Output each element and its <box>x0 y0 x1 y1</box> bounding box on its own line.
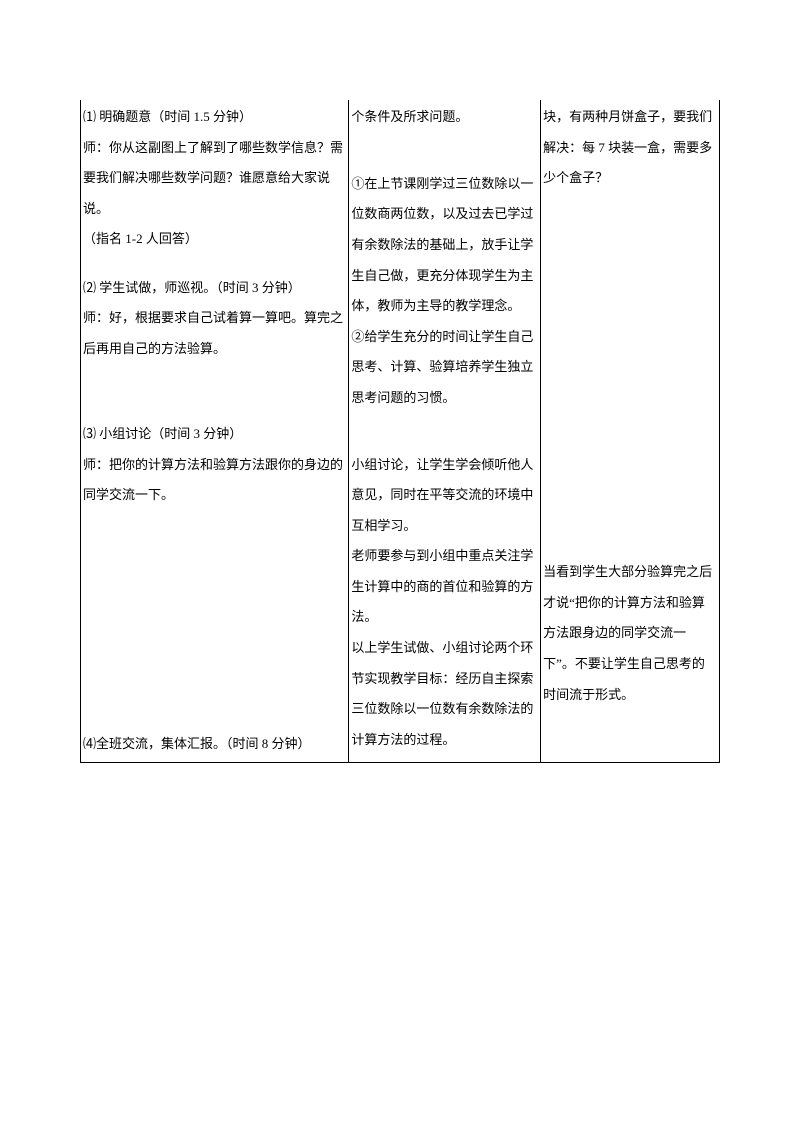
spacer <box>543 466 717 484</box>
spacer <box>543 485 717 503</box>
spacer <box>83 674 346 692</box>
intent-continuation: 个条件及所求问题。 <box>351 102 538 133</box>
design-intent-cell: 个条件及所求问题。 ①在上节课刚学过三位数除以一位数商两位数，以及过去已学过有余… <box>349 100 541 762</box>
teacher-speech-2: 师：好，根据要求自己试着算一算吧。算完之后再用自己的方法验算。 <box>83 303 346 364</box>
intent-teacher-role: 老师要参与到小组中重点关注学生计算中的商的首位和验算的方法。 <box>351 541 538 633</box>
step-3-title: ⑶ 小组讨论（时间 3 分钟） <box>83 419 346 450</box>
spacer <box>543 230 717 248</box>
spacer <box>543 248 717 266</box>
spacer <box>543 303 717 321</box>
spacer <box>83 529 346 547</box>
remark-problem: 块，有两种月饼盒子，要我们解决：每 7 块装一盒，需要多少个盒子？ <box>543 102 717 194</box>
step-1-title: ⑴ 明确题意（时间 1.5 分钟） <box>83 102 346 133</box>
spacer <box>351 151 538 169</box>
lesson-plan-table: ⑴ 明确题意（时间 1.5 分钟） 师：你从这副图上了解到了哪些数学信息？需要我… <box>80 100 720 763</box>
spacer <box>543 339 717 357</box>
spacer <box>83 383 346 401</box>
spacer <box>543 448 717 466</box>
spacer <box>543 194 717 212</box>
remark-timing: 当看到学生大部分验算完之后才说“把你的计算方法和验算方法跟身边的同学交流一下”。… <box>543 557 717 710</box>
spacer <box>83 711 346 729</box>
intent-group-discussion: 小组讨论，让学生学会倾听他人意见，同时在平等交流的环境中互相学习。 <box>351 450 538 542</box>
document-page: ⑴ 明确题意（时间 1.5 分钟） 师：你从这副图上了解到了哪些数学信息？需要我… <box>0 0 800 823</box>
spacer <box>543 539 717 557</box>
spacer <box>543 376 717 394</box>
table-row: ⑴ 明确题意（时间 1.5 分钟） 师：你从这副图上了解到了哪些数学信息？需要我… <box>81 100 720 762</box>
spacer <box>543 521 717 539</box>
spacer <box>543 430 717 448</box>
spacer <box>543 212 717 230</box>
spacer <box>83 255 346 273</box>
intent-summary: 以上学生试做、小组讨论两个环节实现教学目标：经历自主探索三位数除以一位数有余数除… <box>351 633 538 755</box>
remarks-cell: 块，有两种月饼盒子，要我们解决：每 7 块装一盒，需要多少个盒子？ <box>541 100 720 762</box>
spacer <box>83 547 346 565</box>
spacer <box>543 285 717 303</box>
spacer <box>543 394 717 412</box>
spacer <box>351 133 538 151</box>
spacer <box>83 565 346 583</box>
spacer <box>83 584 346 602</box>
note-1: （指名 1-2 人回答） <box>83 224 346 255</box>
spacer <box>543 321 717 339</box>
intent-point-1: ①在上节课刚学过三位数除以一位数商两位数，以及过去已学过有余数除法的基础上，放手… <box>351 169 538 322</box>
teacher-speech-3: 师：把你的计算方法和验算方法跟你的身边的同学交流一下。 <box>83 450 346 511</box>
spacer <box>543 503 717 521</box>
spacer <box>83 693 346 711</box>
spacer <box>543 412 717 430</box>
step-2-title: ⑵ 学生试做，师巡视。（时间 3 分钟） <box>83 273 346 304</box>
teacher-activity-cell: ⑴ 明确题意（时间 1.5 分钟） 师：你从这副图上了解到了哪些数学信息？需要我… <box>81 100 349 762</box>
spacer <box>83 365 346 383</box>
spacer <box>351 431 538 449</box>
spacer <box>83 511 346 529</box>
spacer <box>83 602 346 620</box>
spacer <box>351 413 538 431</box>
spacer <box>83 401 346 419</box>
teacher-speech-1: 师：你从这副图上了解到了哪些数学信息？需要我们解决哪些数学问题？谁愿意给大家说说… <box>83 133 346 225</box>
intent-point-2: ②给学生充分的时间让学生自己思考、计算、验算培养学生独立思考问题的习惯。 <box>351 322 538 414</box>
spacer <box>543 357 717 375</box>
spacer <box>83 656 346 674</box>
spacer <box>83 638 346 656</box>
spacer <box>83 620 346 638</box>
spacer <box>543 266 717 284</box>
step-4-title: ⑷全班交流，集体汇报。（时间 8 分钟） <box>83 729 346 760</box>
